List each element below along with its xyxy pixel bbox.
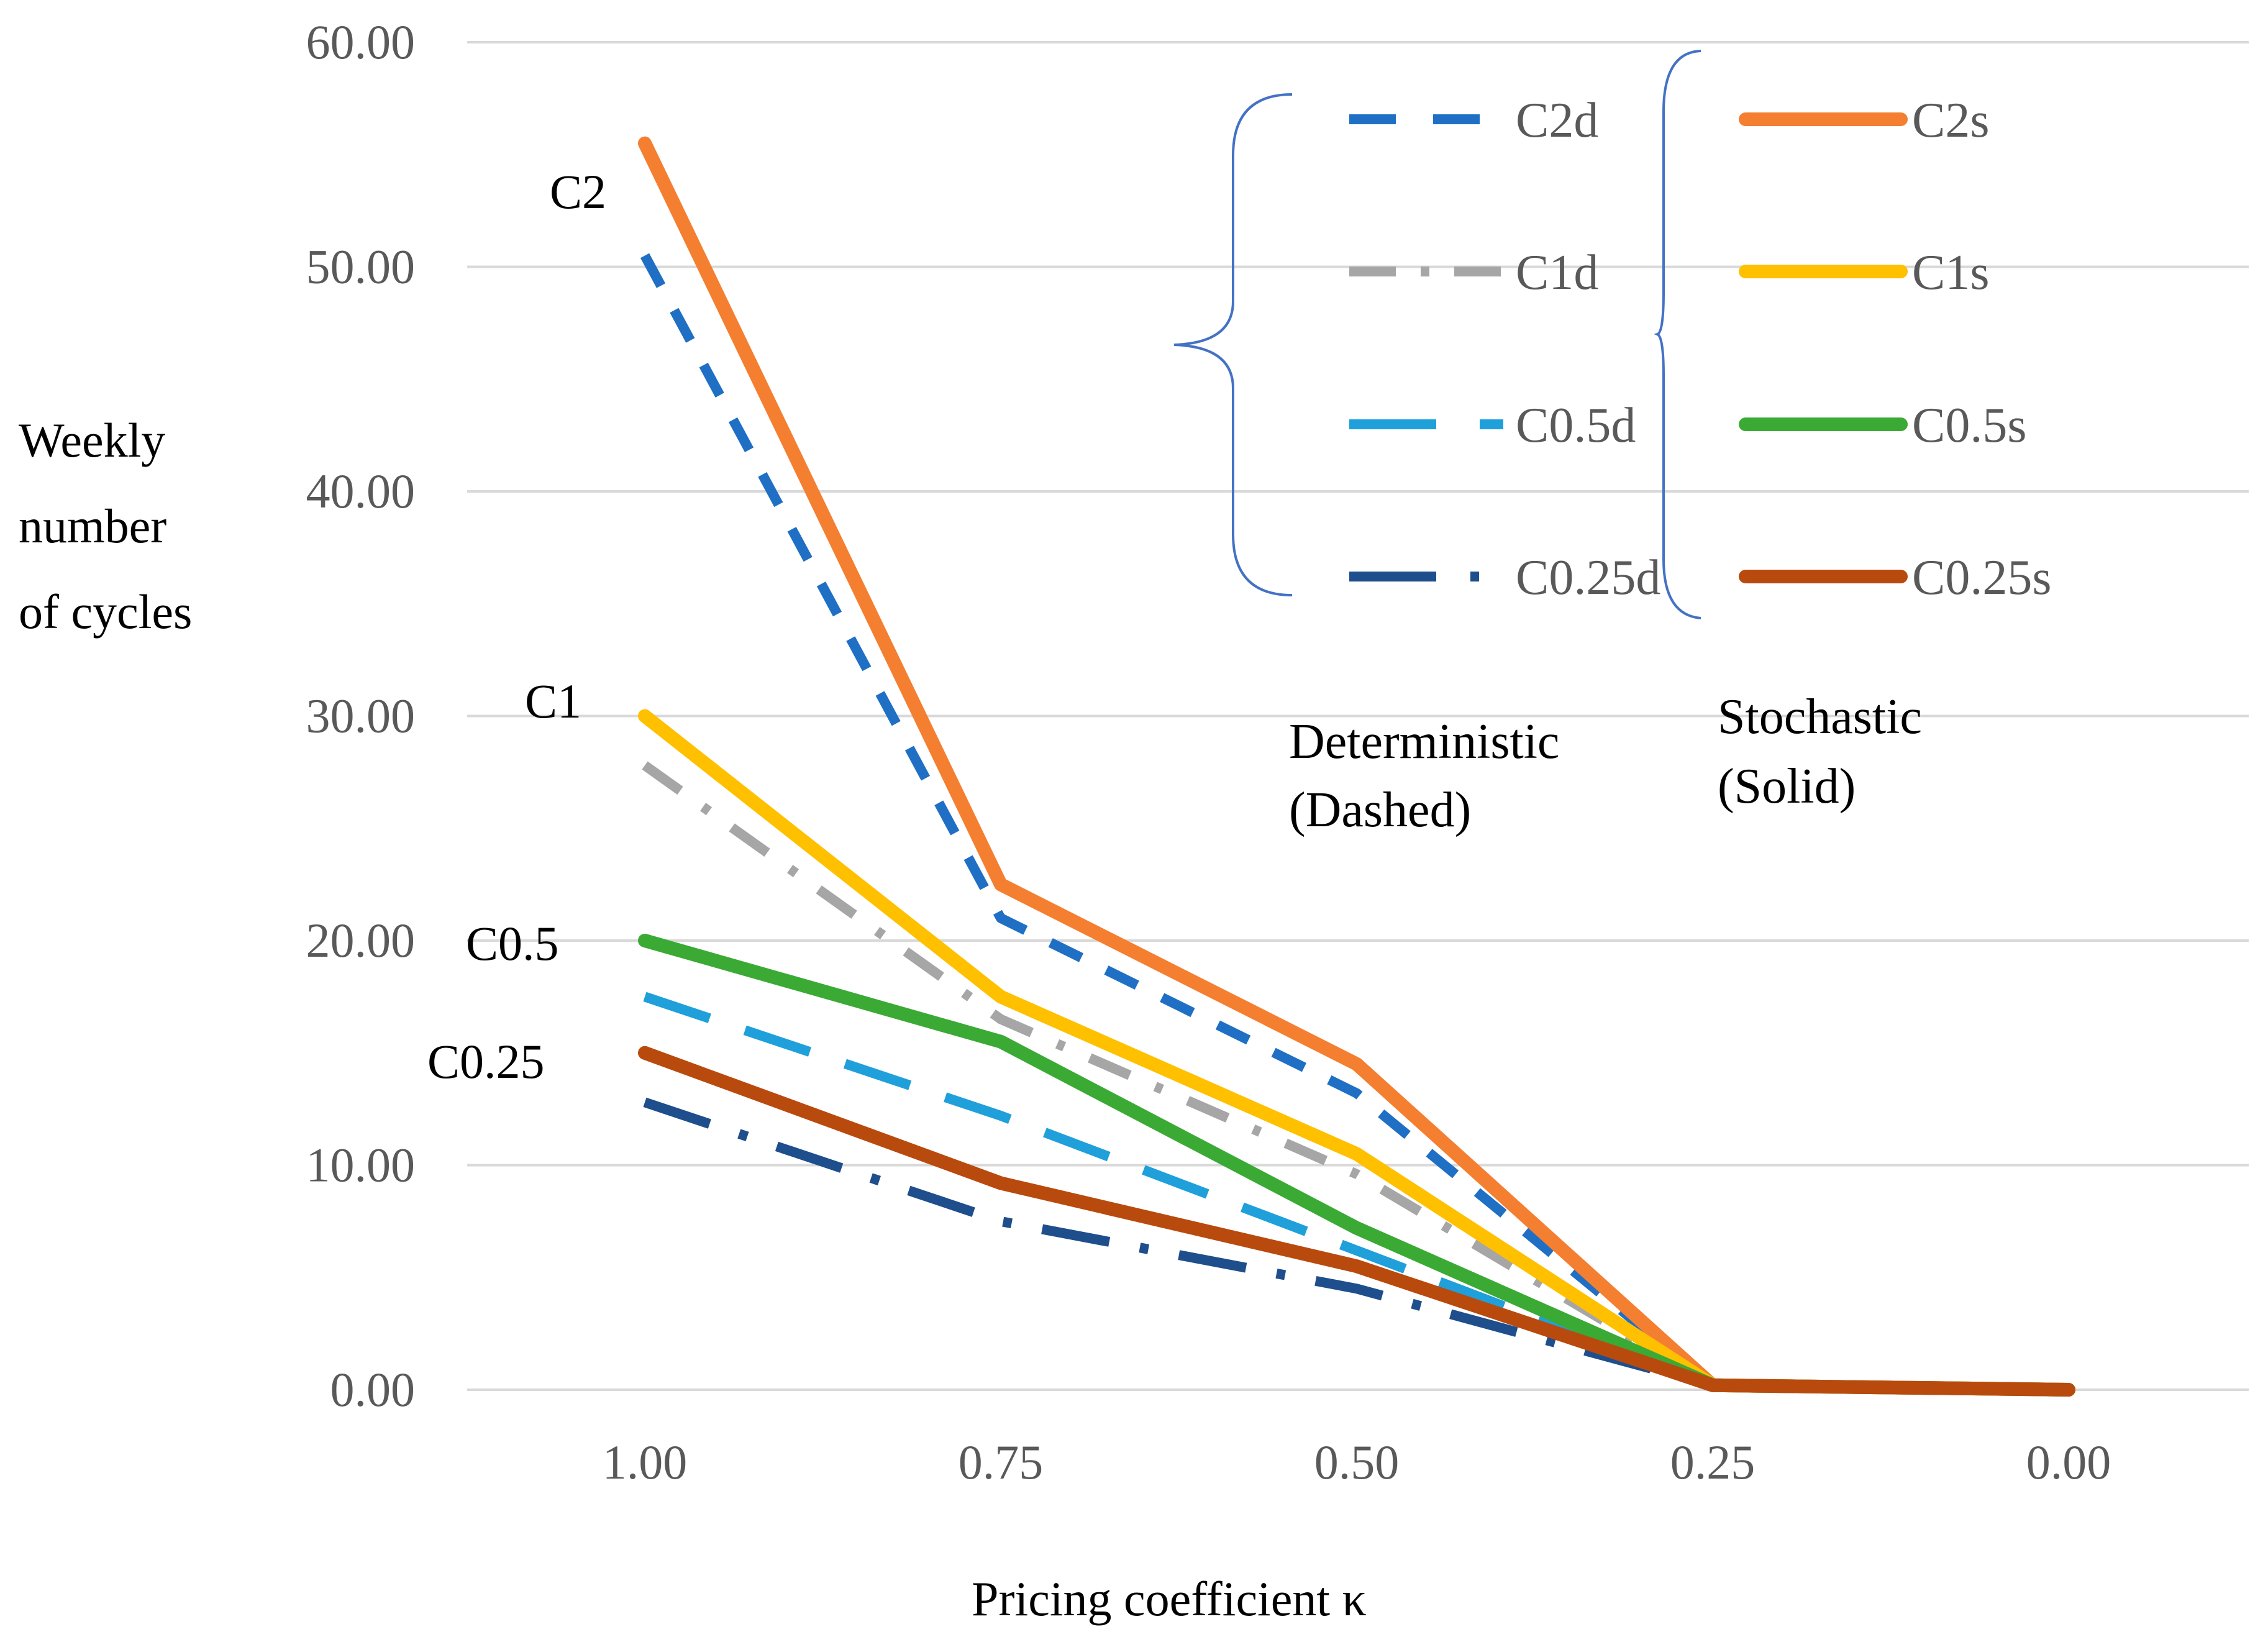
x-tick-label: 0.00 [2026,1435,2111,1489]
legend-items: C2d C1d C0.5d C0.25d C2s C1s C0.5s C0.25s [1349,93,2052,605]
series-line-c025d [643,1097,2069,1395]
series-label-c1: C1 [525,674,581,728]
y-axis-label: Weekly number of cycles [19,413,192,639]
y-axis-label-line-2: number [19,499,166,553]
x-tick-label: 0.25 [1670,1435,1756,1489]
y-axis-label-line-3: of cycles [19,585,192,639]
x-tick-label: 0.75 [959,1435,1044,1489]
stochastic-note-line-1: Stochastic [1718,690,1922,744]
legend-label-c025s: C0.25s [1912,550,2052,605]
y-tick-label: 0.00 [330,1362,416,1416]
x-axis-ticks: 1.00 0.75 0.50 0.25 0.00 [603,1435,2111,1489]
legend-label-c1d: C1d [1516,245,1598,300]
series-lines [638,136,2075,1397]
legend-label-c2d: C2d [1516,93,1598,148]
y-tick-label: 30.00 [306,689,416,743]
y-axis-ticks: 0.00 10.00 20.00 30.00 40.00 50.00 60.00 [306,15,416,1416]
series-label-c2: C2 [550,165,606,219]
series-line-c05d [643,992,2069,1395]
y-tick-label: 10.00 [306,1138,416,1192]
y-axis-label-line-1: Weekly [19,413,165,467]
y-tick-label: 50.00 [306,240,416,294]
series-line-c1d [642,761,2069,1395]
legend-brace-stochastic [1653,50,1701,619]
legend-label-c05s: C0.5s [1912,398,2027,453]
series-line-c025s [638,1046,2075,1397]
x-tick-label: 1.00 [603,1435,688,1489]
legend-label-c2s: C2s [1912,93,1990,148]
legend: C2d C1d C0.5d C0.25d C2s C1s C0.5s C0.25s [1173,50,2052,619]
series-label-c025: C0.25 [427,1034,545,1088]
legend-brace-deterministic [1173,93,1293,596]
series-label-c05: C0.5 [466,916,559,970]
y-tick-label: 60.00 [306,15,416,69]
x-tick-label: 0.50 [1314,1435,1400,1489]
x-axis-label: Pricing coefficient κ [972,1572,1367,1626]
legend-label-c1s: C1s [1912,245,1990,300]
y-tick-label: 20.00 [306,913,416,967]
legend-label-c05d: C0.5d [1516,398,1636,453]
deterministic-note-line-2: (Dashed) [1289,783,1471,837]
legend-label-c025d: C0.25d [1516,550,1660,605]
deterministic-note-line-1: Deterministic [1289,714,1559,769]
series-line-c2d [640,253,2069,1395]
y-tick-label: 40.00 [306,464,416,518]
stochastic-note-line-2: (Solid) [1718,759,1856,814]
